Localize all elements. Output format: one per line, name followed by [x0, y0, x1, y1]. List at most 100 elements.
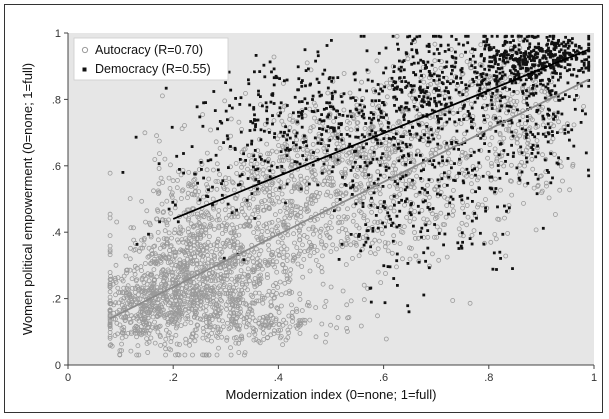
data-point — [211, 289, 217, 295]
data-point — [427, 266, 431, 270]
data-point — [547, 132, 551, 136]
data-point — [430, 108, 434, 112]
data-point — [191, 224, 196, 230]
data-point — [412, 105, 416, 108]
data-point — [283, 79, 286, 83]
data-point — [519, 67, 522, 70]
data-point — [299, 308, 305, 314]
data-point — [310, 110, 314, 113]
data-point — [406, 152, 410, 156]
data-point — [328, 139, 332, 142]
data-point — [164, 241, 170, 247]
data-point — [363, 161, 367, 164]
data-point — [503, 42, 507, 46]
data-point — [390, 162, 396, 168]
data-point — [236, 232, 242, 238]
data-point — [195, 211, 200, 217]
data-point — [419, 154, 422, 157]
data-point — [421, 88, 425, 92]
data-point — [344, 302, 350, 308]
data-point — [454, 50, 457, 54]
data-point — [517, 172, 523, 177]
data-point — [209, 331, 214, 336]
data-point — [523, 54, 526, 58]
legend-autocracy-marker — [81, 46, 89, 54]
data-point — [281, 220, 287, 225]
data-point — [388, 176, 391, 180]
data-point — [379, 142, 383, 145]
data-point — [281, 184, 287, 190]
data-point — [273, 187, 279, 193]
data-point — [208, 243, 214, 249]
data-point — [446, 156, 452, 162]
data-point — [298, 322, 304, 328]
data-point — [402, 118, 406, 122]
data-point — [135, 243, 139, 246]
data-point — [213, 309, 219, 315]
data-point — [462, 104, 466, 108]
data-point — [167, 313, 173, 318]
data-point — [234, 245, 240, 251]
data-point — [240, 297, 246, 303]
data-point — [434, 214, 440, 220]
data-point — [213, 139, 219, 145]
data-point — [407, 310, 411, 314]
data-point — [204, 319, 209, 325]
data-point — [289, 302, 294, 308]
data-point — [232, 322, 238, 328]
data-point — [554, 41, 557, 45]
data-point — [543, 180, 549, 186]
data-point — [237, 337, 243, 342]
data-point — [254, 256, 260, 262]
data-point — [119, 276, 125, 282]
data-point — [383, 151, 389, 157]
data-point — [107, 284, 113, 290]
data-point — [193, 172, 197, 176]
data-point — [205, 194, 208, 198]
data-point — [247, 82, 251, 86]
data-point — [574, 55, 578, 59]
data-point — [482, 40, 486, 44]
data-point — [386, 211, 390, 215]
data-point — [492, 231, 498, 237]
data-point — [551, 176, 554, 180]
data-point — [319, 239, 325, 245]
data-point — [326, 137, 332, 143]
data-point — [228, 299, 234, 304]
data-point — [371, 157, 375, 161]
data-point — [514, 73, 518, 77]
data-point — [219, 298, 224, 304]
data-point — [235, 208, 238, 212]
data-point — [209, 317, 215, 322]
data-point — [311, 115, 317, 121]
data-point — [451, 68, 454, 72]
data-point — [436, 47, 439, 51]
data-point — [506, 153, 510, 156]
data-point — [522, 52, 526, 55]
data-point — [312, 192, 318, 198]
data-point — [409, 213, 413, 217]
data-point — [488, 239, 494, 245]
data-point — [407, 120, 411, 123]
data-point — [200, 224, 206, 230]
data-point — [566, 41, 570, 45]
data-point — [436, 134, 442, 140]
data-point — [362, 112, 365, 116]
data-point — [587, 37, 591, 41]
data-point — [145, 310, 151, 316]
data-point — [462, 211, 466, 215]
data-point — [214, 240, 220, 245]
data-point — [175, 154, 179, 158]
data-point — [287, 203, 293, 209]
data-point — [488, 186, 492, 190]
data-point — [336, 228, 342, 234]
data-point — [490, 47, 493, 51]
data-point — [505, 172, 509, 175]
data-point — [305, 158, 308, 162]
data-point — [410, 48, 414, 52]
data-point — [552, 43, 556, 47]
data-point — [349, 233, 353, 236]
data-point — [195, 105, 199, 109]
data-point — [570, 161, 576, 167]
data-point — [293, 306, 299, 312]
